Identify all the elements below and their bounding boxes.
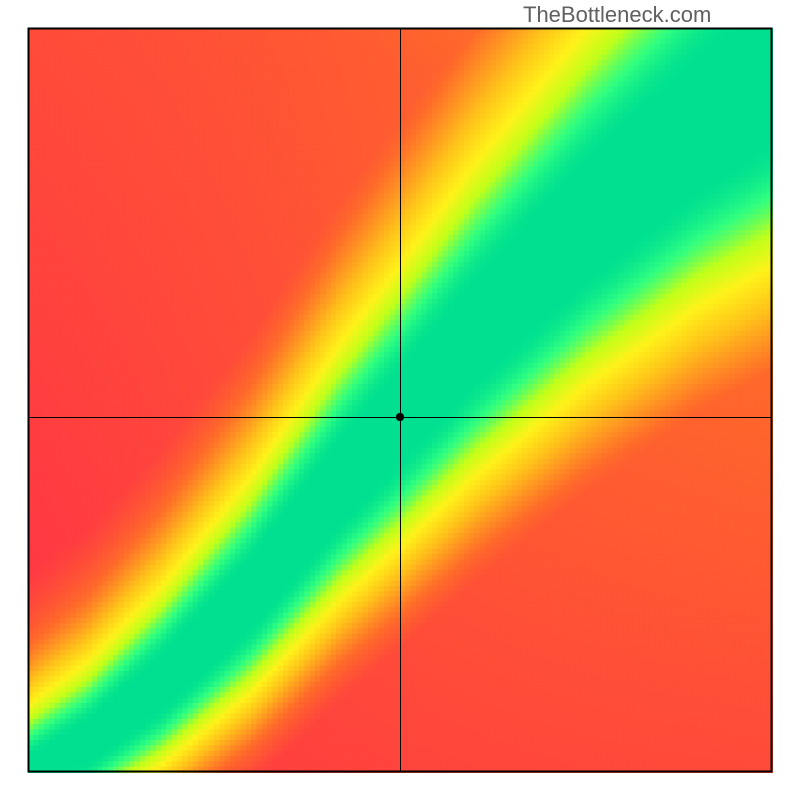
chart-container: TheBottleneck.com <box>0 0 800 800</box>
watermark-text: TheBottleneck.com <box>523 2 711 28</box>
heatmap-canvas <box>0 0 800 800</box>
